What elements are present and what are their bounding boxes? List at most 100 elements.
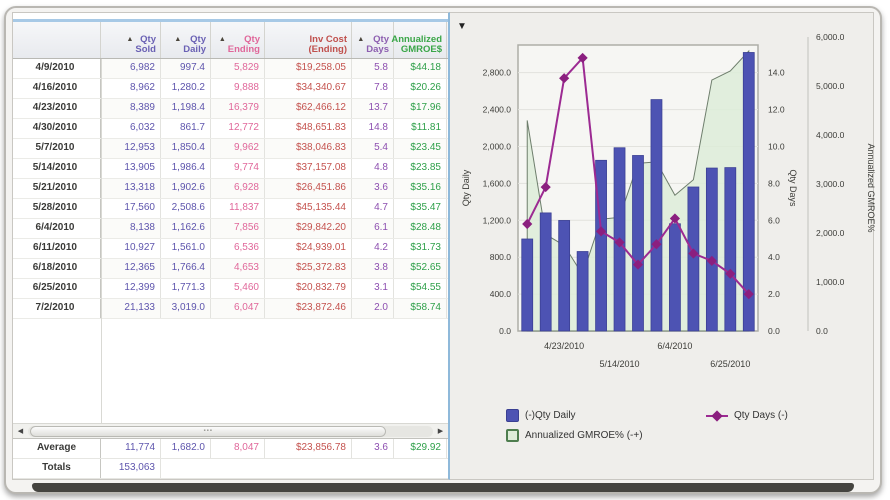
- cell-qty_days[interactable]: 5.4: [352, 139, 394, 158]
- cell-qty_days[interactable]: 14.8: [352, 119, 394, 138]
- cell-qty_daily[interactable]: 1,850.4: [161, 139, 211, 158]
- scrollbar-thumb[interactable]: ▪▪▪: [30, 425, 387, 437]
- cell-qty_ending[interactable]: 9,774: [211, 159, 265, 178]
- cell-qty_sold[interactable]: 8,962: [101, 79, 161, 98]
- cell-inv_cost[interactable]: $62,466.12: [265, 99, 352, 118]
- cell-gmroe[interactable]: $58.74: [394, 299, 447, 318]
- cell-date[interactable]: 6/4/2010: [13, 219, 101, 238]
- cell-inv_cost[interactable]: $25,372.83: [265, 259, 352, 278]
- column-header-qty_days[interactable]: ▲ Qty Days: [352, 22, 394, 58]
- cell-inv_cost[interactable]: $24,939.01: [265, 239, 352, 258]
- cell-qty_daily[interactable]: 1,162.6: [161, 219, 211, 238]
- cell-qty_ending[interactable]: 6,928: [211, 179, 265, 198]
- cell-qty_ending[interactable]: 5,829: [211, 59, 265, 78]
- cell-date[interactable]: 5/21/2010: [13, 179, 101, 198]
- sort-ascending-icon[interactable]: ▲: [126, 35, 134, 43]
- cell-qty_ending[interactable]: 4,653: [211, 259, 265, 278]
- sort-ascending-icon[interactable]: ▲: [174, 35, 182, 43]
- cell-qty_days[interactable]: 4.8: [352, 159, 394, 178]
- cell-qty_sold[interactable]: 6,032: [101, 119, 161, 138]
- cell-qty_days[interactable]: 13.7: [352, 99, 394, 118]
- legend-item-qty-days[interactable]: Qty Days (-): [706, 409, 788, 422]
- cell-qty_days[interactable]: 2.0: [352, 299, 394, 318]
- cell-qty_sold[interactable]: 17,560: [101, 199, 161, 218]
- column-header-qty_ending[interactable]: ▲ Qty Ending: [211, 22, 265, 58]
- sort-ascending-icon[interactable]: ▲: [357, 35, 365, 43]
- column-header-inv_cost[interactable]: Inv Cost (Ending): [265, 22, 352, 58]
- cell-qty_ending[interactable]: 9,962: [211, 139, 265, 158]
- cell-date[interactable]: 4/23/2010: [13, 99, 101, 118]
- cell-inv_cost[interactable]: $34,340.67: [265, 79, 352, 98]
- cell-gmroe[interactable]: $35.47: [394, 199, 447, 218]
- cell-qty_sold[interactable]: 21,133: [101, 299, 161, 318]
- cell-qty_ending[interactable]: 12,772: [211, 119, 265, 138]
- cell-qty_days[interactable]: 6.1: [352, 219, 394, 238]
- cell-date[interactable]: 6/18/2010: [13, 259, 101, 278]
- cell-date[interactable]: 4/9/2010: [13, 59, 101, 78]
- cell-inv_cost[interactable]: $38,046.83: [265, 139, 352, 158]
- cell-inv_cost[interactable]: $26,451.86: [265, 179, 352, 198]
- cell-inv_cost[interactable]: $48,651.83: [265, 119, 352, 138]
- cell-qty_days[interactable]: 4.2: [352, 239, 394, 258]
- cell-qty_sold[interactable]: 13,318: [101, 179, 161, 198]
- cell-qty_daily[interactable]: 2,508.6: [161, 199, 211, 218]
- scrollbar-track[interactable]: ▪▪▪: [28, 425, 433, 437]
- cell-qty_ending[interactable]: 6,536: [211, 239, 265, 258]
- cell-qty_ending[interactable]: 9,888: [211, 79, 265, 98]
- column-header-qty_daily[interactable]: ▲ Qty Daily: [161, 22, 211, 58]
- cell-gmroe[interactable]: $31.73: [394, 239, 447, 258]
- cell-gmroe[interactable]: $20.26: [394, 79, 447, 98]
- cell-qty_sold[interactable]: 8,389: [101, 99, 161, 118]
- cell-qty_days[interactable]: 3.1: [352, 279, 394, 298]
- legend-item-qty-daily[interactable]: (-)Qty Daily: [506, 409, 696, 422]
- cell-gmroe[interactable]: $44.18: [394, 59, 447, 78]
- cell-gmroe[interactable]: $17.96: [394, 99, 447, 118]
- cell-qty_daily[interactable]: 1,561.0: [161, 239, 211, 258]
- scroll-right-icon[interactable]: ▶: [437, 428, 444, 435]
- cell-date[interactable]: 4/30/2010: [13, 119, 101, 138]
- cell-date[interactable]: 5/14/2010: [13, 159, 101, 178]
- horizontal-scrollbar[interactable]: ◀ ▪▪▪ ▶: [13, 423, 448, 438]
- cell-qty_sold[interactable]: 12,953: [101, 139, 161, 158]
- cell-inv_cost[interactable]: $19,258.05: [265, 59, 352, 78]
- cell-qty_ending[interactable]: 7,856: [211, 219, 265, 238]
- cell-inv_cost[interactable]: $23,872.46: [265, 299, 352, 318]
- cell-inv_cost[interactable]: $29,842.20: [265, 219, 352, 238]
- column-header-gmroe[interactable]: Annualized GMROE$: [391, 22, 447, 58]
- cell-inv_cost[interactable]: $45,135.44: [265, 199, 352, 218]
- cell-inv_cost[interactable]: $20,832.79: [265, 279, 352, 298]
- cell-qty_days[interactable]: 4.7: [352, 199, 394, 218]
- cell-qty_days[interactable]: 7.8: [352, 79, 394, 98]
- cell-qty_daily[interactable]: 997.4: [161, 59, 211, 78]
- cell-qty_daily[interactable]: 1,771.3: [161, 279, 211, 298]
- cell-qty_ending[interactable]: 6,047: [211, 299, 265, 318]
- cell-qty_sold[interactable]: 13,905: [101, 159, 161, 178]
- cell-date[interactable]: 7/2/2010: [13, 299, 101, 318]
- cell-qty_days[interactable]: 3.8: [352, 259, 394, 278]
- cell-qty_sold[interactable]: 10,927: [101, 239, 161, 258]
- column-header-qty_sold[interactable]: ▲ Qty Sold: [101, 22, 161, 58]
- cell-qty_daily[interactable]: 3,019.0: [161, 299, 211, 318]
- cell-qty_sold[interactable]: 12,365: [101, 259, 161, 278]
- cell-date[interactable]: 4/16/2010: [13, 79, 101, 98]
- scroll-left-icon[interactable]: ◀: [17, 428, 24, 435]
- cell-gmroe[interactable]: $23.45: [394, 139, 447, 158]
- cell-gmroe[interactable]: $11.81: [394, 119, 447, 138]
- cell-qty_ending[interactable]: 5,460: [211, 279, 265, 298]
- cell-date[interactable]: 5/7/2010: [13, 139, 101, 158]
- cell-qty_days[interactable]: 5.8: [352, 59, 394, 78]
- cell-qty_sold[interactable]: 8,138: [101, 219, 161, 238]
- cell-gmroe[interactable]: $52.65: [394, 259, 447, 278]
- cell-qty_daily[interactable]: 1,198.4: [161, 99, 211, 118]
- cell-qty_daily[interactable]: 1,766.4: [161, 259, 211, 278]
- cell-qty_ending[interactable]: 16,379: [211, 99, 265, 118]
- cell-gmroe[interactable]: $35.16: [394, 179, 447, 198]
- cell-qty_sold[interactable]: 12,399: [101, 279, 161, 298]
- cell-qty_days[interactable]: 3.6: [352, 179, 394, 198]
- cell-qty_daily[interactable]: 861.7: [161, 119, 211, 138]
- cell-qty_daily[interactable]: 1,986.4: [161, 159, 211, 178]
- cell-qty_daily[interactable]: 1,280.2: [161, 79, 211, 98]
- cell-date[interactable]: 6/11/2010: [13, 239, 101, 258]
- cell-qty_ending[interactable]: 11,837: [211, 199, 265, 218]
- cell-gmroe[interactable]: $23.85: [394, 159, 447, 178]
